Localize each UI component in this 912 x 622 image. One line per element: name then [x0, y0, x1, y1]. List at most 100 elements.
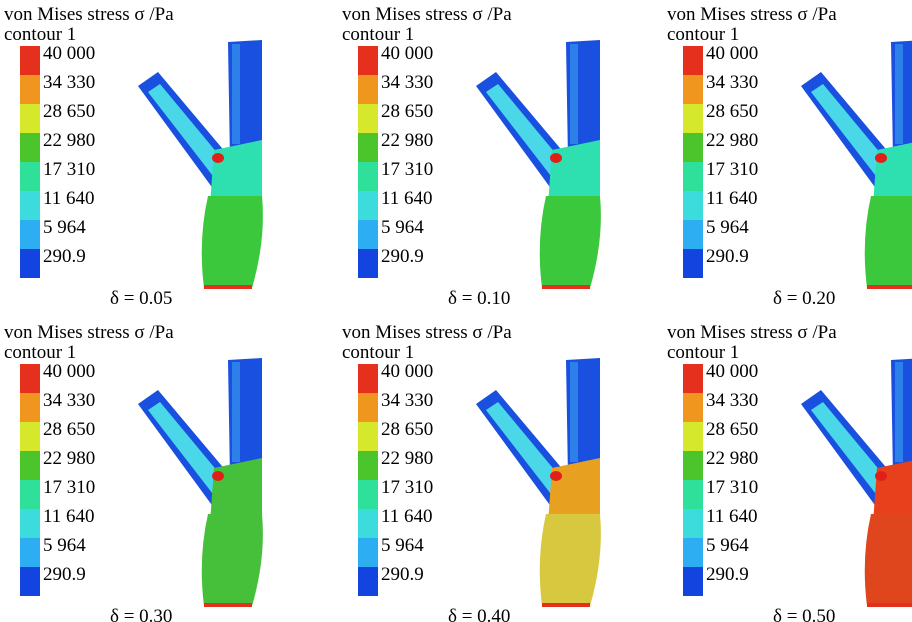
colorbar-segment: [358, 567, 378, 596]
lower-trunk: [865, 514, 912, 606]
colorbar-segment: [683, 220, 703, 249]
colorbar-label: 11 640: [706, 506, 758, 527]
colorbar-label: 11 640: [381, 188, 433, 209]
colorbar-segment: [358, 480, 378, 509]
outlet: [204, 603, 252, 607]
colorbar-title: von Mises stress σ /Pa: [4, 322, 174, 343]
colorbar-segment: [683, 162, 703, 191]
colorbar-label: 28 650: [381, 101, 433, 122]
colorbar-title: von Mises stress σ /Pa: [667, 4, 837, 25]
colorbar-label: 40 000: [43, 43, 95, 64]
colorbar-subtitle: contour 1: [667, 342, 739, 363]
colorbar-label: 17 310: [43, 159, 95, 180]
hotspot: [212, 153, 224, 163]
upper-tube-highlight: [232, 44, 240, 144]
colorbar-segment: [20, 162, 40, 191]
colorbar-segment: [358, 538, 378, 567]
colorbar-label: 22 980: [381, 448, 433, 469]
hotspot: [550, 153, 562, 163]
vessel: [476, 40, 601, 289]
colorbar-label: 28 650: [706, 101, 758, 122]
colorbar-segment: [683, 364, 703, 393]
colorbar-segment: [358, 451, 378, 480]
colorbar-segment: [20, 191, 40, 220]
vessel: [138, 40, 263, 289]
joint: [873, 140, 912, 205]
colorbar-segment: [358, 364, 378, 393]
upper-tube-highlight: [895, 362, 903, 462]
colorbar-segment: [683, 480, 703, 509]
lower-trunk: [865, 196, 912, 288]
colorbar-subtitle: contour 1: [4, 24, 76, 45]
colorbar-label: 290.9: [381, 246, 424, 267]
colorbar-label: 5 964: [706, 217, 749, 238]
vessel: [801, 358, 912, 607]
colorbar-segment: [683, 104, 703, 133]
colorbar-segment: [20, 46, 40, 75]
colorbar-label: 17 310: [381, 159, 433, 180]
colorbar-segment: [358, 191, 378, 220]
colorbar-segment: [358, 393, 378, 422]
colorbar-label: 290.9: [706, 246, 749, 267]
colorbar-segment: [683, 567, 703, 596]
caption: δ = 0.40: [448, 606, 510, 622]
joint: [873, 458, 912, 523]
colorbar-segment: [683, 538, 703, 567]
upper-tube-highlight: [232, 362, 240, 462]
colorbar-segment: [20, 133, 40, 162]
colorbar-segment: [683, 46, 703, 75]
colorbar-label: 40 000: [43, 361, 95, 382]
colorbar-segment: [20, 104, 40, 133]
colorbar-segment: [683, 249, 703, 278]
joint: [210, 458, 262, 523]
colorbar-label: 34 330: [43, 72, 95, 93]
lower-trunk: [540, 196, 601, 288]
colorbar-segment: [358, 509, 378, 538]
hotspot: [875, 471, 887, 481]
outlet: [542, 603, 590, 607]
lower-trunk: [540, 514, 601, 606]
colorbar-label: 34 330: [381, 72, 433, 93]
colorbar-label: 11 640: [706, 188, 758, 209]
hotspot: [550, 471, 562, 481]
colorbar-segment: [683, 191, 703, 220]
colorbar-label: 17 310: [706, 159, 758, 180]
colorbar-label: 5 964: [706, 535, 749, 556]
colorbar-label: 34 330: [706, 72, 758, 93]
colorbar-label: 11 640: [381, 506, 433, 527]
colorbar-label: 11 640: [43, 506, 95, 527]
colorbar-subtitle: contour 1: [342, 342, 414, 363]
colorbar-label: 28 650: [43, 101, 95, 122]
colorbar-subtitle: contour 1: [4, 342, 76, 363]
colorbar-label: 5 964: [381, 535, 424, 556]
colorbar-label: 22 980: [706, 130, 758, 151]
figure: von Mises stress σ /Pacontour 140 00034 …: [0, 0, 912, 622]
colorbar-segment: [683, 451, 703, 480]
colorbar-segment: [358, 162, 378, 191]
hotspot: [875, 153, 887, 163]
colorbar-segment: [683, 393, 703, 422]
colorbar-title: von Mises stress σ /Pa: [342, 4, 512, 25]
colorbar-label: 28 650: [43, 419, 95, 440]
colorbar-segment: [20, 249, 40, 278]
lower-trunk: [202, 196, 263, 288]
colorbar-title: von Mises stress σ /Pa: [667, 322, 837, 343]
colorbar-label: 290.9: [381, 564, 424, 585]
colorbar-segment: [683, 509, 703, 538]
colorbar-segment: [20, 509, 40, 538]
colorbar-subtitle: contour 1: [667, 24, 739, 45]
colorbar-title: von Mises stress σ /Pa: [4, 4, 174, 25]
colorbar-label: 5 964: [43, 535, 86, 556]
colorbar-segment: [358, 422, 378, 451]
outlet: [542, 285, 590, 289]
colorbar-label: 17 310: [381, 477, 433, 498]
colorbar-label: 34 330: [706, 390, 758, 411]
colorbar-segment: [20, 220, 40, 249]
colorbar-label: 5 964: [43, 217, 86, 238]
colorbar-segment: [358, 46, 378, 75]
colorbar-label: 17 310: [43, 477, 95, 498]
caption: δ = 0.05: [110, 288, 172, 309]
